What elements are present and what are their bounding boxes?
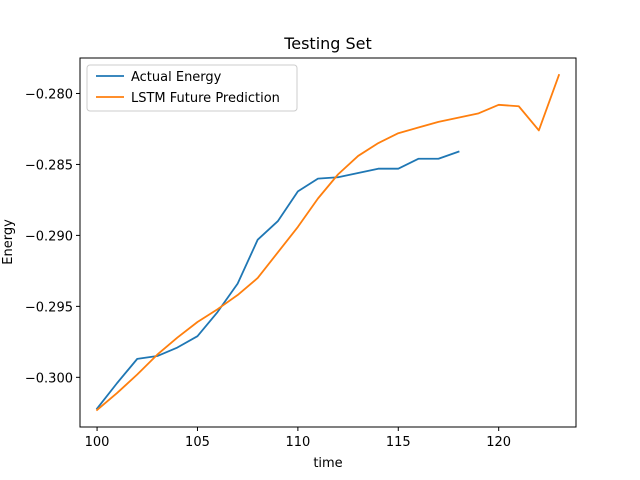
x-axis-label: time — [313, 456, 342, 471]
y-tick-label: −0.285 — [25, 158, 73, 173]
x-tick-label: 100 — [85, 435, 110, 450]
plot-frame — [79, 57, 577, 428]
series-group — [95, 73, 561, 412]
legend-label-actual-energy: Actual Energy — [131, 70, 222, 85]
legend-box — [86, 64, 298, 112]
chart-title: Testing Set — [283, 34, 372, 53]
y-tick-label: −0.295 — [25, 300, 73, 315]
y-axis-label: Energy — [1, 219, 16, 265]
legend: Actual Energy LSTM Future Prediction — [86, 64, 298, 112]
x-tick-label: 120 — [486, 435, 511, 450]
x-tick-label: 105 — [185, 435, 210, 450]
x-tick-label: 115 — [386, 435, 411, 450]
legend-label-lstm-prediction: LSTM Future Prediction — [131, 91, 280, 106]
x-tick-label: 110 — [285, 435, 310, 450]
y-axis: −0.300 −0.295 −0.290 −0.285 −0.280 — [25, 87, 80, 386]
x-axis: 100 105 110 115 120 — [85, 427, 511, 450]
series-line-actual-energy — [95, 150, 460, 410]
y-tick-label: −0.300 — [25, 371, 73, 386]
series-line-lstm-prediction — [95, 73, 561, 412]
y-tick-label: −0.280 — [25, 87, 73, 102]
y-tick-label: −0.290 — [25, 229, 73, 244]
